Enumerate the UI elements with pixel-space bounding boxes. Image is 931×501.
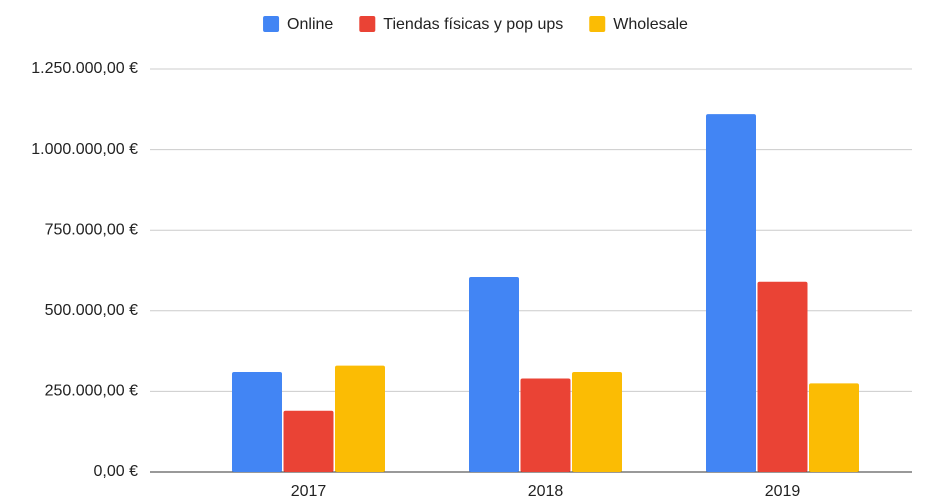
bar [469,276,519,472]
legend-label: Tiendas físicas y pop ups [383,16,563,33]
legend-item: Online [263,16,333,33]
bar [572,372,622,472]
bar [757,281,808,472]
legend-label: Online [287,16,333,33]
legend-item: Wholesale [589,16,688,33]
x-tick-label: 2018 [528,483,564,500]
bar [809,383,859,472]
legend-swatch [589,16,606,32]
bar [335,365,385,472]
legend-swatch [359,16,376,32]
y-tick-label: 0,00 € [94,463,139,480]
y-tick-label: 1.000.000,00 € [31,141,138,158]
y-tick-label: 750.000,00 € [45,221,139,238]
legend-swatch [263,16,280,32]
y-tick-label: 250.000,00 € [45,383,139,400]
y-tick-label: 500.000,00 € [45,302,139,319]
bar [520,378,571,472]
x-tick-label: 2017 [291,483,327,500]
bar [232,372,282,472]
bar [706,114,756,473]
legend-item: Tiendas físicas y pop ups [359,16,563,33]
y-tick-label: 1.250.000,00 € [31,60,138,77]
legend-label: Wholesale [613,16,688,33]
x-tick-label: 2019 [765,483,801,500]
bar [283,410,334,472]
